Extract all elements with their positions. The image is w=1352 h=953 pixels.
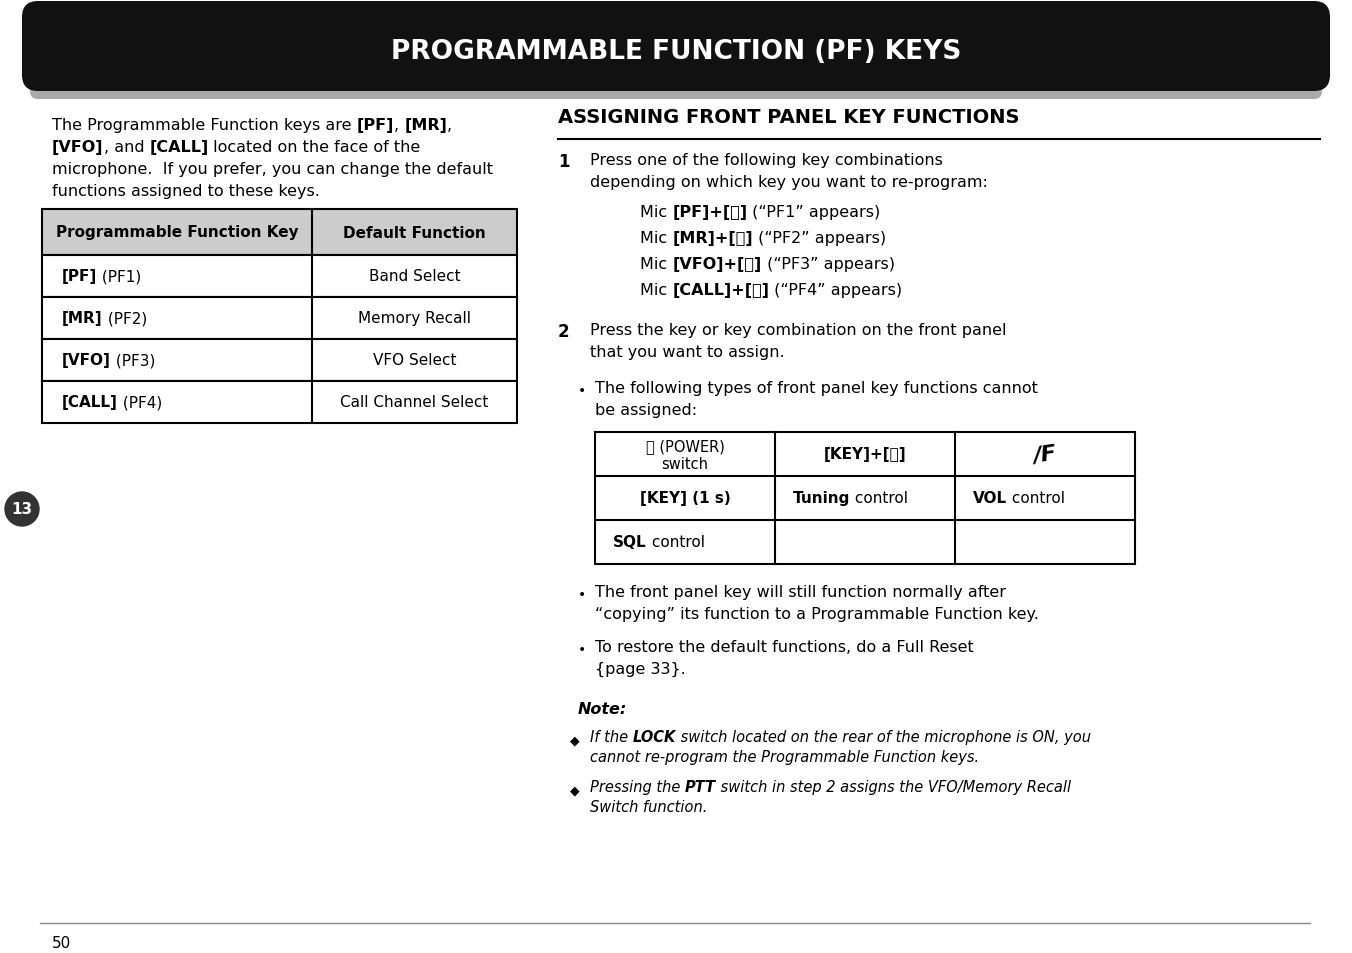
Bar <box>42 255 516 297</box>
Text: 50: 50 <box>51 935 72 950</box>
Text: control: control <box>850 491 909 506</box>
Text: LOCK: LOCK <box>633 729 676 744</box>
Text: Mic: Mic <box>639 256 672 272</box>
Circle shape <box>5 493 39 526</box>
Text: VOL: VOL <box>973 491 1007 506</box>
Text: 1: 1 <box>558 152 569 171</box>
Text: Call Channel Select: Call Channel Select <box>341 395 488 410</box>
Text: control: control <box>646 535 704 550</box>
Text: SQL: SQL <box>612 535 646 550</box>
Text: [VFO]: [VFO] <box>62 354 111 368</box>
Text: To restore the default functions, do a Full Reset: To restore the default functions, do a F… <box>595 639 973 655</box>
Text: [PF]: [PF] <box>62 269 97 284</box>
Text: depending on which key you want to re-program:: depending on which key you want to re-pr… <box>589 174 988 190</box>
Text: (PF4): (PF4) <box>118 395 162 410</box>
Text: •: • <box>579 642 587 657</box>
Text: located on the face of the: located on the face of the <box>208 140 420 154</box>
Text: [CALL]: [CALL] <box>149 140 208 154</box>
Text: switch in step 2 assigns the VFO/Memory Recall: switch in step 2 assigns the VFO/Memory … <box>717 780 1071 794</box>
Text: [CALL]+[⏻]: [CALL]+[⏻] <box>672 283 769 297</box>
Text: {page 33}.: {page 33}. <box>595 661 685 677</box>
Text: PROGRAMMABLE FUNCTION (PF) KEYS: PROGRAMMABLE FUNCTION (PF) KEYS <box>391 39 961 65</box>
Text: (PF1): (PF1) <box>97 269 142 284</box>
Text: [VFO]+[⏻]: [VFO]+[⏻] <box>672 256 761 272</box>
Text: ,: , <box>448 118 453 132</box>
Text: that you want to assign.: that you want to assign. <box>589 345 784 359</box>
Text: (PF2): (PF2) <box>103 312 147 326</box>
Text: switch: switch <box>661 457 708 472</box>
Text: ◆: ◆ <box>571 783 580 796</box>
Text: Pressing the: Pressing the <box>589 780 685 794</box>
Text: Switch function.: Switch function. <box>589 800 707 814</box>
Text: [PF]: [PF] <box>357 118 393 132</box>
Text: ,: , <box>393 118 404 132</box>
Text: The Programmable Function keys are: The Programmable Function keys are <box>51 118 357 132</box>
Text: ◆: ◆ <box>571 733 580 746</box>
Text: “copying” its function to a Programmable Function key.: “copying” its function to a Programmable… <box>595 606 1038 621</box>
Text: Mic: Mic <box>639 231 672 246</box>
Bar <box>42 381 516 423</box>
Text: The following types of front panel key functions cannot: The following types of front panel key f… <box>595 380 1038 395</box>
Text: Programmable Function Key: Programmable Function Key <box>55 225 299 240</box>
Text: ASSIGNING FRONT PANEL KEY FUNCTIONS: ASSIGNING FRONT PANEL KEY FUNCTIONS <box>558 108 1019 127</box>
Text: microphone.  If you prefer, you can change the default: microphone. If you prefer, you can chang… <box>51 162 493 177</box>
Text: 13: 13 <box>11 502 32 517</box>
Text: The front panel key will still function normally after: The front panel key will still function … <box>595 584 1006 599</box>
Text: [MR]: [MR] <box>62 312 103 326</box>
Text: •: • <box>579 587 587 601</box>
Text: 2: 2 <box>558 323 569 340</box>
Text: , and: , and <box>104 140 149 154</box>
Text: Mic: Mic <box>639 205 672 220</box>
Text: be assigned:: be assigned: <box>595 402 698 417</box>
Bar <box>42 339 516 381</box>
Text: (“PF4” appears): (“PF4” appears) <box>769 283 902 297</box>
Text: Press one of the following key combinations: Press one of the following key combinati… <box>589 152 942 168</box>
Text: [PF]+[⏻]: [PF]+[⏻] <box>672 205 748 220</box>
Text: If the: If the <box>589 729 633 744</box>
Text: Press the key or key combination on the front panel: Press the key or key combination on the … <box>589 323 1006 337</box>
Text: ⏻ (POWER): ⏻ (POWER) <box>645 439 725 454</box>
Text: •: • <box>579 384 587 397</box>
Text: /F: /F <box>1032 443 1059 466</box>
Text: PTT: PTT <box>685 780 717 794</box>
Text: [KEY] (1 s): [KEY] (1 s) <box>639 491 730 506</box>
Bar <box>595 433 1134 564</box>
Text: Memory Recall: Memory Recall <box>358 312 470 326</box>
Text: VFO Select: VFO Select <box>373 354 456 368</box>
Text: (“PF3” appears): (“PF3” appears) <box>761 256 895 272</box>
Text: functions assigned to these keys.: functions assigned to these keys. <box>51 184 320 199</box>
Text: Tuning: Tuning <box>794 491 850 506</box>
Text: [VFO]: [VFO] <box>51 140 104 154</box>
Text: control: control <box>1007 491 1065 506</box>
Text: (“PF1” appears): (“PF1” appears) <box>748 205 880 220</box>
Bar <box>42 210 516 255</box>
Bar <box>42 297 516 339</box>
Text: [MR]: [MR] <box>404 118 448 132</box>
Text: (“PF2” appears): (“PF2” appears) <box>753 231 886 246</box>
Text: switch located on the rear of the microphone is ON, you: switch located on the rear of the microp… <box>676 729 1091 744</box>
Text: cannot re-program the Programmable Function keys.: cannot re-program the Programmable Funct… <box>589 749 979 764</box>
FancyBboxPatch shape <box>30 82 1322 100</box>
FancyBboxPatch shape <box>22 2 1330 91</box>
Text: (PF3): (PF3) <box>111 354 155 368</box>
Text: [MR]+[⏻]: [MR]+[⏻] <box>672 231 753 246</box>
Text: [CALL]: [CALL] <box>62 395 118 410</box>
Text: [KEY]+[⏻]: [KEY]+[⏻] <box>823 447 906 462</box>
Text: Mic: Mic <box>639 283 672 297</box>
Text: Note:: Note: <box>579 701 627 717</box>
Text: Band Select: Band Select <box>369 269 460 284</box>
Text: Default Function: Default Function <box>343 225 485 240</box>
